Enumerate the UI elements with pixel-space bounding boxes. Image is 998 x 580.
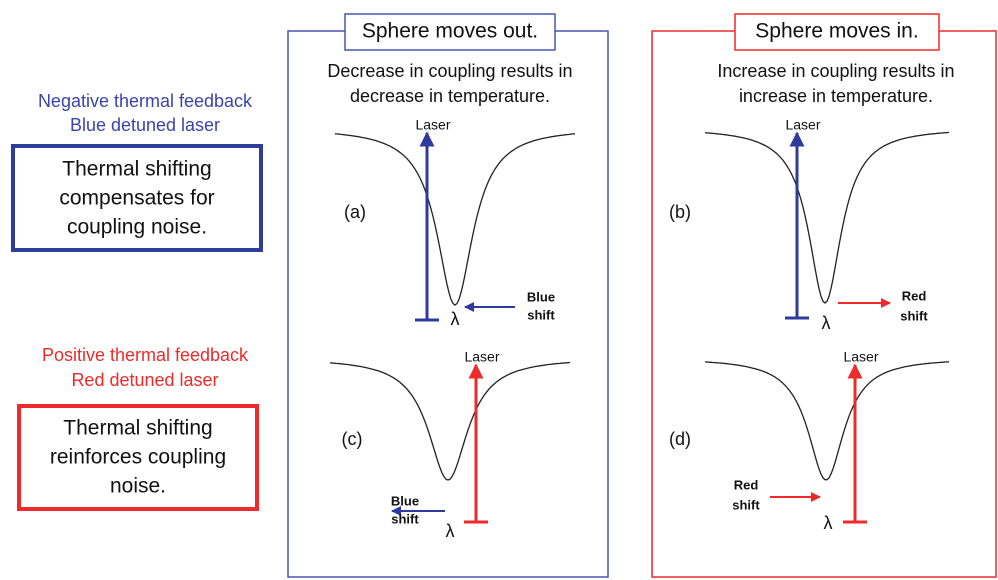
shift-label: shift	[527, 307, 555, 322]
resonance-curve	[704, 131, 950, 304]
shift-label: Blue	[391, 493, 419, 508]
box-line: Thermal shifting	[63, 417, 212, 440]
panel-title-box	[344, 13, 556, 51]
panel-subtitle: decrease in temperature.	[350, 86, 550, 106]
shift-label: Blue	[527, 289, 555, 304]
heading: Negative thermal feedback	[38, 91, 253, 111]
subheading: Blue detuned laser	[70, 115, 220, 135]
box-line: compensates for	[59, 187, 214, 210]
shift-label: Red	[902, 288, 927, 303]
plot-label: (d)	[669, 429, 691, 449]
plot-label: (c)	[342, 429, 363, 449]
box	[17, 404, 259, 511]
shift-label: shift	[900, 308, 928, 323]
panel-title: Sphere moves out.	[362, 20, 538, 43]
panel-title-box	[734, 13, 940, 51]
box-line: Thermal shifting	[62, 158, 211, 181]
heading: Positive thermal feedback	[42, 345, 249, 365]
resonance-curve	[329, 361, 571, 481]
plot-label: (a)	[344, 202, 366, 222]
laser-label: Laser	[464, 349, 499, 365]
box-line: coupling noise.	[67, 216, 207, 239]
plot-label: (b)	[669, 202, 691, 222]
subheading: Red detuned laser	[71, 370, 218, 390]
box	[11, 144, 263, 252]
shift-label: shift	[732, 497, 760, 512]
panel-subtitle: increase in temperature.	[739, 86, 933, 106]
panel	[651, 30, 997, 578]
laser-label: Laser	[415, 117, 450, 133]
laser-label: Laser	[785, 117, 820, 133]
panel-subtitle: Decrease in coupling results in	[327, 61, 572, 81]
panel	[287, 30, 609, 578]
box-line: noise.	[110, 475, 166, 498]
lambda: λ	[446, 521, 455, 541]
shift-label: Red	[734, 477, 759, 492]
resonance-curve	[704, 361, 950, 481]
lambda: λ	[822, 313, 831, 333]
panel-subtitle: Increase in coupling results in	[717, 61, 954, 81]
box-line: reinforces coupling	[50, 446, 226, 469]
resonance-curve	[334, 133, 576, 306]
panel-title: Sphere moves in.	[755, 20, 918, 43]
laser-label: Laser	[843, 349, 878, 365]
lambda: λ	[824, 513, 833, 533]
shift-label: shift	[391, 511, 419, 526]
lambda: λ	[451, 309, 460, 329]
